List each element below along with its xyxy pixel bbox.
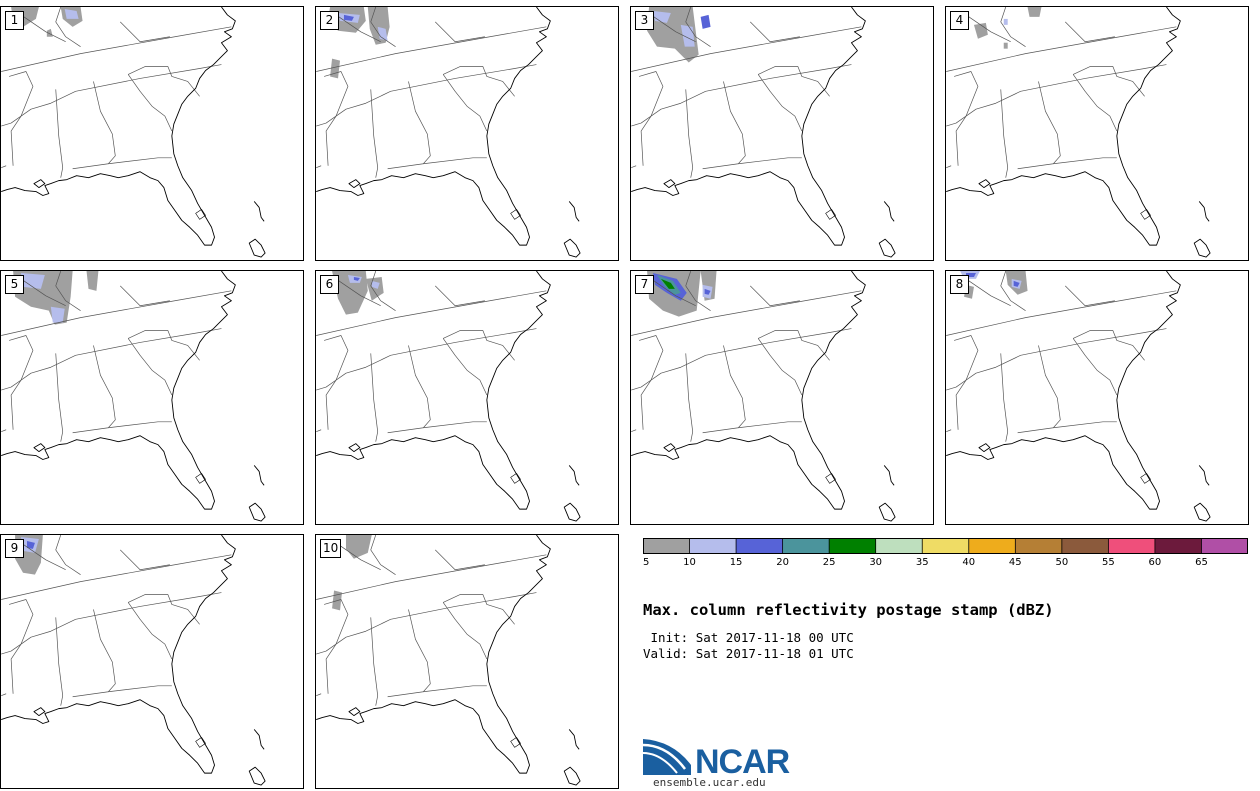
stamp-panel-5: 5 <box>0 270 304 525</box>
colorbar-tick-60: 60 <box>1148 557 1162 568</box>
colorbar-tick-65: 65 <box>1195 557 1208 568</box>
colorbar-bin-50-55 <box>1061 538 1109 554</box>
colorbar-bin-30-35 <box>875 538 923 554</box>
valid-time: Sat 2017-11-18 01 UTC <box>695 646 854 661</box>
init-line: Init: Sat 2017-11-18 00 UTC <box>643 630 854 645</box>
panel-label: 4 <box>950 11 969 30</box>
colorbar-tick-15: 15 <box>729 557 743 568</box>
colorbar-bin-25-30 <box>829 538 877 554</box>
panel-label: 8 <box>950 275 969 294</box>
panel-label: 9 <box>5 539 24 558</box>
colorbar-bin-65-70 <box>1201 538 1248 554</box>
colorbar-bin-5-10 <box>643 538 691 554</box>
colorbar-bin-60-65 <box>1154 538 1202 554</box>
panel-label: 6 <box>320 275 339 294</box>
colorbar-tick-35: 35 <box>915 557 929 568</box>
stamp-panel-8: 8 <box>945 270 1249 525</box>
stamp-panel-1: 1 <box>0 6 304 261</box>
colorbar-bin-15-20 <box>736 538 784 554</box>
colorbar-tick-40: 40 <box>962 557 976 568</box>
ncar-logo: NCAR <box>643 739 791 777</box>
colorbar-tick-25: 25 <box>822 557 836 568</box>
colorbar-tick-10: 10 <box>683 557 696 568</box>
stamp-panel-7: 7 <box>630 270 934 525</box>
colorbar-bin-10-15 <box>689 538 737 554</box>
colorbar <box>643 538 1248 554</box>
logo-wordmark: NCAR <box>695 743 790 777</box>
figure-title: Max. column reflectivity postage stamp (… <box>643 601 1054 619</box>
panel-label: 1 <box>5 11 24 30</box>
panel-label: 2 <box>320 11 339 30</box>
colorbar-bin-40-45 <box>968 538 1016 554</box>
valid-line: Valid: Sat 2017-11-18 01 UTC <box>643 646 854 661</box>
panel-label: 3 <box>635 11 654 30</box>
valid-label: Valid: <box>643 646 689 661</box>
colorbar-tick-45: 45 <box>1008 557 1022 568</box>
colorbar-bin-45-50 <box>1015 538 1063 554</box>
stamp-panel-9: 9 <box>0 534 304 789</box>
colorbar-tick-30: 30 <box>869 557 883 568</box>
logo-url: ensemble.ucar.edu <box>653 776 766 789</box>
colorbar-bin-20-25 <box>782 538 830 554</box>
panel-label: 5 <box>5 275 24 294</box>
colorbar-tick-55: 55 <box>1102 557 1115 568</box>
stamp-panel-4: 4 <box>945 6 1249 261</box>
colorbar-bin-35-40 <box>922 538 970 554</box>
init-label: Init: <box>643 630 689 645</box>
colorbar-tick-20: 20 <box>776 557 789 568</box>
panel-label: 10 <box>320 539 342 558</box>
colorbar-tick-labels: 5 10 15 20 25 30 35 40 45 50 55 60 65 <box>643 557 1260 571</box>
stamp-panel-2: 2 <box>315 6 619 261</box>
logo-wave-icon <box>643 739 691 775</box>
colorbar-bin-55-60 <box>1108 538 1156 554</box>
stamp-panel-3: 3 <box>630 6 934 261</box>
colorbar-tick-50: 50 <box>1055 557 1069 568</box>
stamp-panel-6: 6 <box>315 270 619 525</box>
colorbar-tick-5: 5 <box>643 557 650 568</box>
panel-label: 7 <box>635 275 654 294</box>
init-time: Sat 2017-11-18 00 UTC <box>695 630 854 645</box>
stamp-panel-10: 10 <box>315 534 619 789</box>
